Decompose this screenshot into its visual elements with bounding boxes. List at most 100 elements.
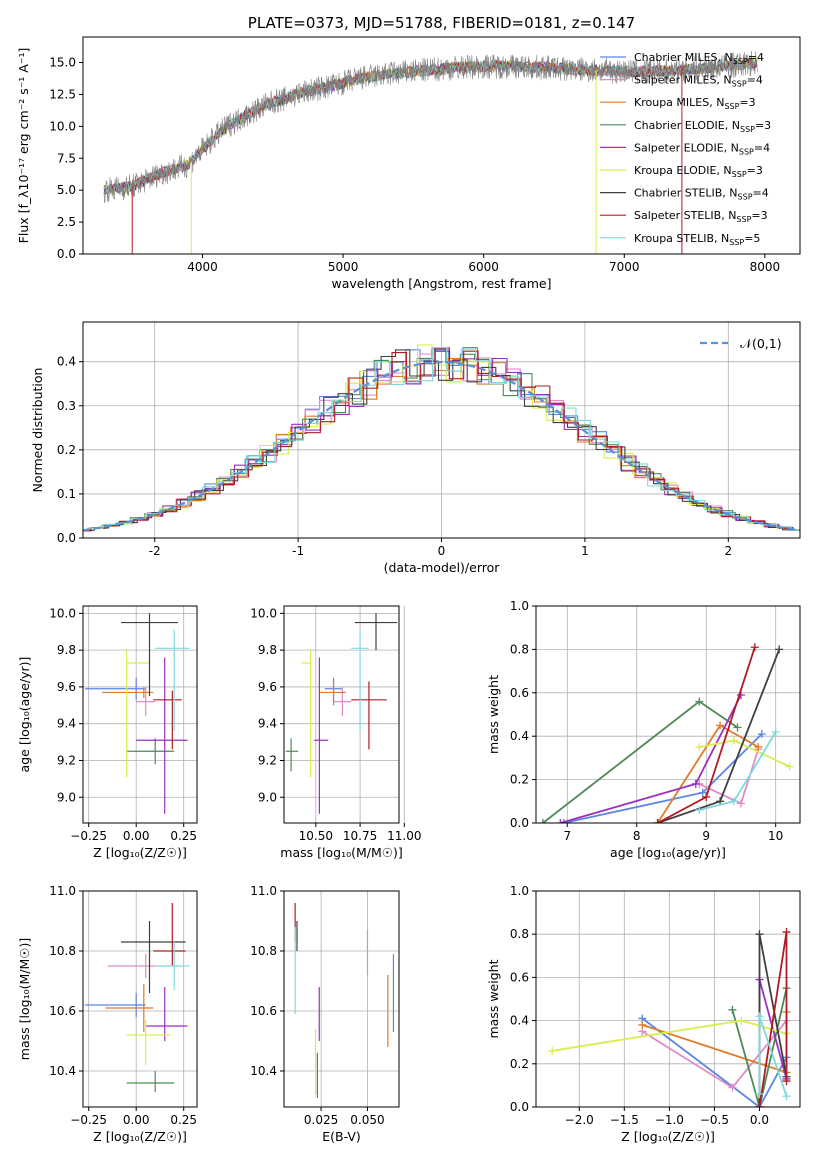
mass-weight-marker <box>653 819 662 823</box>
x-tick-label: 0.0 <box>750 1113 769 1127</box>
mass-weight-marker <box>775 645 784 654</box>
x-tick-label: 1 <box>581 544 589 558</box>
legend: 𝒩(0,1) <box>700 336 782 351</box>
residual-histogram <box>87 344 800 530</box>
x-tick-label: 0.25 <box>170 829 197 843</box>
y-tick-label: 10.0 <box>49 119 76 133</box>
x-tick-label: 4000 <box>187 260 218 274</box>
errorbar-point <box>354 613 398 651</box>
panel-5: −0.25 0.00 0.25 10.4 10.6 10.8 11.0 Z [log₁₀(Z/… <box>17 884 198 1144</box>
y-tick-label: 9.2 <box>258 753 277 767</box>
y-tick-label: 10.8 <box>49 944 76 958</box>
y-tick-label: 11.0 <box>250 884 277 898</box>
x-tick-label: −2.0 <box>565 1113 594 1127</box>
axes-frame <box>82 36 801 255</box>
residual-histogram <box>83 349 797 531</box>
y-tick-label: 10.6 <box>49 1004 76 1018</box>
y-tick-label: 9.4 <box>57 717 76 731</box>
normal-curve <box>83 360 800 532</box>
mass-weight-line <box>563 733 763 823</box>
plot-area <box>103 50 759 254</box>
y-tick-label: 0.8 <box>510 642 529 656</box>
x-tick-label: 0.25 <box>170 1113 197 1127</box>
plot-area <box>83 344 800 532</box>
mass-weight-marker <box>730 797 738 806</box>
mass-weight-marker <box>755 1012 764 1021</box>
y-tick-label: 0.8 <box>510 927 529 941</box>
mass-weight-marker <box>750 643 759 652</box>
errorbar-point <box>126 1071 175 1092</box>
errorbar-point <box>107 954 156 978</box>
x-tick-label: 10.50 <box>299 829 333 843</box>
legend-entry: Chabrier MILES, NSSP=4 <box>634 51 764 66</box>
y-tick-label: 0.2 <box>510 773 529 787</box>
mass-weight-marker <box>782 1077 791 1086</box>
errorbar-point <box>153 690 182 750</box>
mass-weight-marker <box>695 743 704 752</box>
y-tick-label: 10.4 <box>250 1064 277 1078</box>
x-tick-label: 8 <box>633 829 641 843</box>
x-tick-label: −0.25 <box>70 1113 107 1127</box>
errorbar-point <box>105 984 154 1032</box>
mass-weight-marker <box>695 805 704 814</box>
x-tick-label: 0.025 <box>304 1113 338 1127</box>
axes-frame <box>283 890 400 1108</box>
legend-entry: Chabrier ELODIE, NSSP=3 <box>634 119 771 134</box>
mass-weight-marker <box>730 736 738 745</box>
errorbar-point <box>126 1020 171 1065</box>
mass-weight-marker <box>737 1016 746 1025</box>
legend-entry: Salpeter STELIB, NSSP=3 <box>634 209 768 224</box>
y-axis-label: mass weight <box>486 959 501 1038</box>
y-tick-label: 9.0 <box>258 790 277 804</box>
y-axis-label: Normed distribution <box>30 368 45 493</box>
y-tick-label: 9.8 <box>258 643 277 657</box>
x-tick-label: 8000 <box>750 260 781 274</box>
x-tick-label: 6000 <box>468 260 499 274</box>
x-tick-label: 0.00 <box>123 829 150 843</box>
mass-weight-marker <box>771 727 780 736</box>
axes-frame <box>82 605 198 824</box>
y-tick-label: 0.4 <box>510 1014 529 1028</box>
legend-entry: Chabrier STELIB, NSSP=4 <box>634 187 769 202</box>
errorbar-point <box>301 650 312 778</box>
mass-weight-marker <box>695 697 704 706</box>
y-tick-label: 10.6 <box>250 1004 277 1018</box>
x-tick-label: −1.0 <box>655 1113 684 1127</box>
mass-weight-marker <box>757 730 766 739</box>
mass-weight-marker <box>785 762 794 771</box>
x-tick-label: 7000 <box>609 260 640 274</box>
x-tick-label: 10.75 <box>343 829 377 843</box>
mass-weight-marker <box>782 928 791 937</box>
mass-weight-marker <box>728 1005 737 1014</box>
mass-weight-marker <box>716 721 725 730</box>
x-axis-label: age [log₁₀(age/yr)] <box>610 845 726 860</box>
plot-area <box>84 903 190 1092</box>
y-tick-label: 0.2 <box>510 1057 529 1071</box>
y-axis-label: mass [log₁₀(M/M☉)] <box>17 938 32 1060</box>
y-tick-label: 9.8 <box>57 643 76 657</box>
data-spectrum-line <box>103 50 759 203</box>
mass-weight-line <box>641 1017 788 1107</box>
chart-title: PLATE=0373, MJD=51788, FIBERID=0181, z=0… <box>248 14 635 32</box>
plot-area <box>548 928 791 1107</box>
mass-weight-marker <box>755 1103 764 1107</box>
x-tick-label: −0.25 <box>70 829 107 843</box>
x-tick-label: −1.5 <box>610 1113 639 1127</box>
plot-area <box>294 903 395 1098</box>
x-axis-label: Z [log₁₀(Z/Z☉)] <box>621 1129 715 1144</box>
x-tick-label: 2 <box>724 544 732 558</box>
x-tick-label: 7 <box>563 829 571 843</box>
x-tick-label: 11.00 <box>387 829 421 843</box>
errorbar-point <box>121 921 186 993</box>
axes-frame <box>535 890 801 1108</box>
mass-weight-marker <box>755 1090 764 1099</box>
mass-weight-marker <box>728 1083 737 1092</box>
y-tick-label: 11.0 <box>49 884 76 898</box>
y-tick-label: 0.3 <box>57 399 76 413</box>
errorbar-point <box>126 650 150 778</box>
y-tick-label: 0.0 <box>510 1100 529 1114</box>
plot-area <box>285 613 398 814</box>
mass-weight-marker <box>556 819 565 823</box>
y-tick-label: 15.0 <box>49 56 76 70</box>
